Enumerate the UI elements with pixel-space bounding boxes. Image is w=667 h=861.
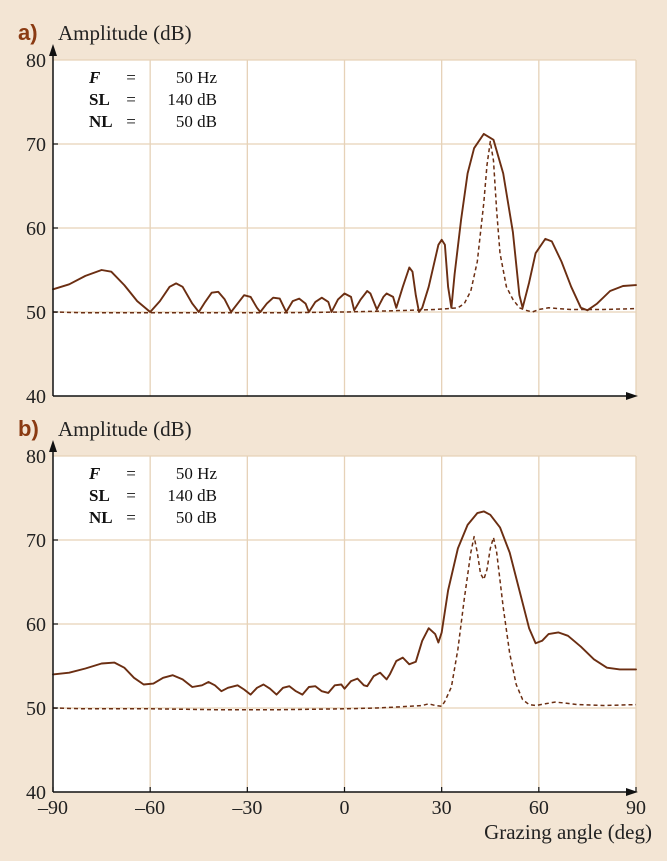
param-value: 140 dB — [167, 486, 217, 505]
param-equals: = — [126, 90, 136, 109]
y-axis-arrow — [49, 440, 57, 452]
x-tick-label: 60 — [529, 797, 549, 819]
y-axis-title: Amplitude (dB) — [58, 417, 192, 441]
series-line-solid — [52, 132, 637, 313]
x-tick-label: –90 — [37, 797, 68, 819]
x-tick-label: –60 — [134, 797, 165, 819]
y-tick-label: 70 — [26, 530, 46, 552]
y-tick-label: 80 — [26, 50, 46, 72]
y-tick-label: 80 — [26, 446, 46, 468]
panel-label: b) — [18, 416, 39, 441]
chart-panel-b: 40 50 60 70 80 –90 –60 –30 0 30 60 90 b) Amplitude (d… — [18, 416, 652, 844]
y-tick-label: 60 — [26, 614, 46, 636]
y-tick-label: 50 — [26, 698, 46, 720]
param-value: 50 Hz — [176, 68, 218, 87]
x-axis-title: Grazing angle (deg) — [484, 820, 652, 844]
panel-label: a) — [18, 20, 38, 45]
param-equals: = — [126, 486, 136, 505]
param-name: SL — [89, 90, 110, 109]
param-value: 50 dB — [176, 508, 217, 527]
param-equals: = — [126, 508, 136, 527]
param-name: SL — [89, 486, 110, 505]
x-tick-label: 30 — [432, 797, 452, 819]
param-name: NL — [89, 508, 113, 527]
param-equals: = — [126, 112, 136, 131]
series-line-dashed — [52, 140, 637, 314]
y-axis-arrow — [49, 44, 57, 56]
y-tick-label: 70 — [26, 134, 46, 156]
x-tick-label: 90 — [626, 797, 646, 819]
x-axis-arrow — [626, 392, 638, 400]
param-name: F — [88, 68, 101, 87]
y-tick-label: 40 — [26, 386, 46, 408]
y-axis-title: Amplitude (dB) — [58, 21, 192, 45]
param-equals: = — [126, 464, 136, 483]
y-tick-label: 50 — [26, 302, 46, 324]
y-tick-label: 40 — [26, 782, 46, 804]
param-value: 140 dB — [167, 90, 217, 109]
param-value: 50 dB — [176, 112, 217, 131]
series-line-solid — [52, 510, 637, 696]
param-value: 50 Hz — [176, 464, 218, 483]
x-tick-label: –30 — [231, 797, 262, 819]
param-name: F — [88, 464, 101, 483]
x-tick-label: 0 — [340, 797, 350, 819]
param-equals: = — [126, 68, 136, 87]
series-line-dashed — [52, 535, 637, 711]
x-axis-arrow — [626, 788, 638, 796]
param-name: NL — [89, 112, 113, 131]
chart-panel-a: 40 50 60 70 80 a) Amplitude (dB) F = 50 Hz SL = 140 … — [18, 20, 638, 408]
y-tick-label: 60 — [26, 218, 46, 240]
